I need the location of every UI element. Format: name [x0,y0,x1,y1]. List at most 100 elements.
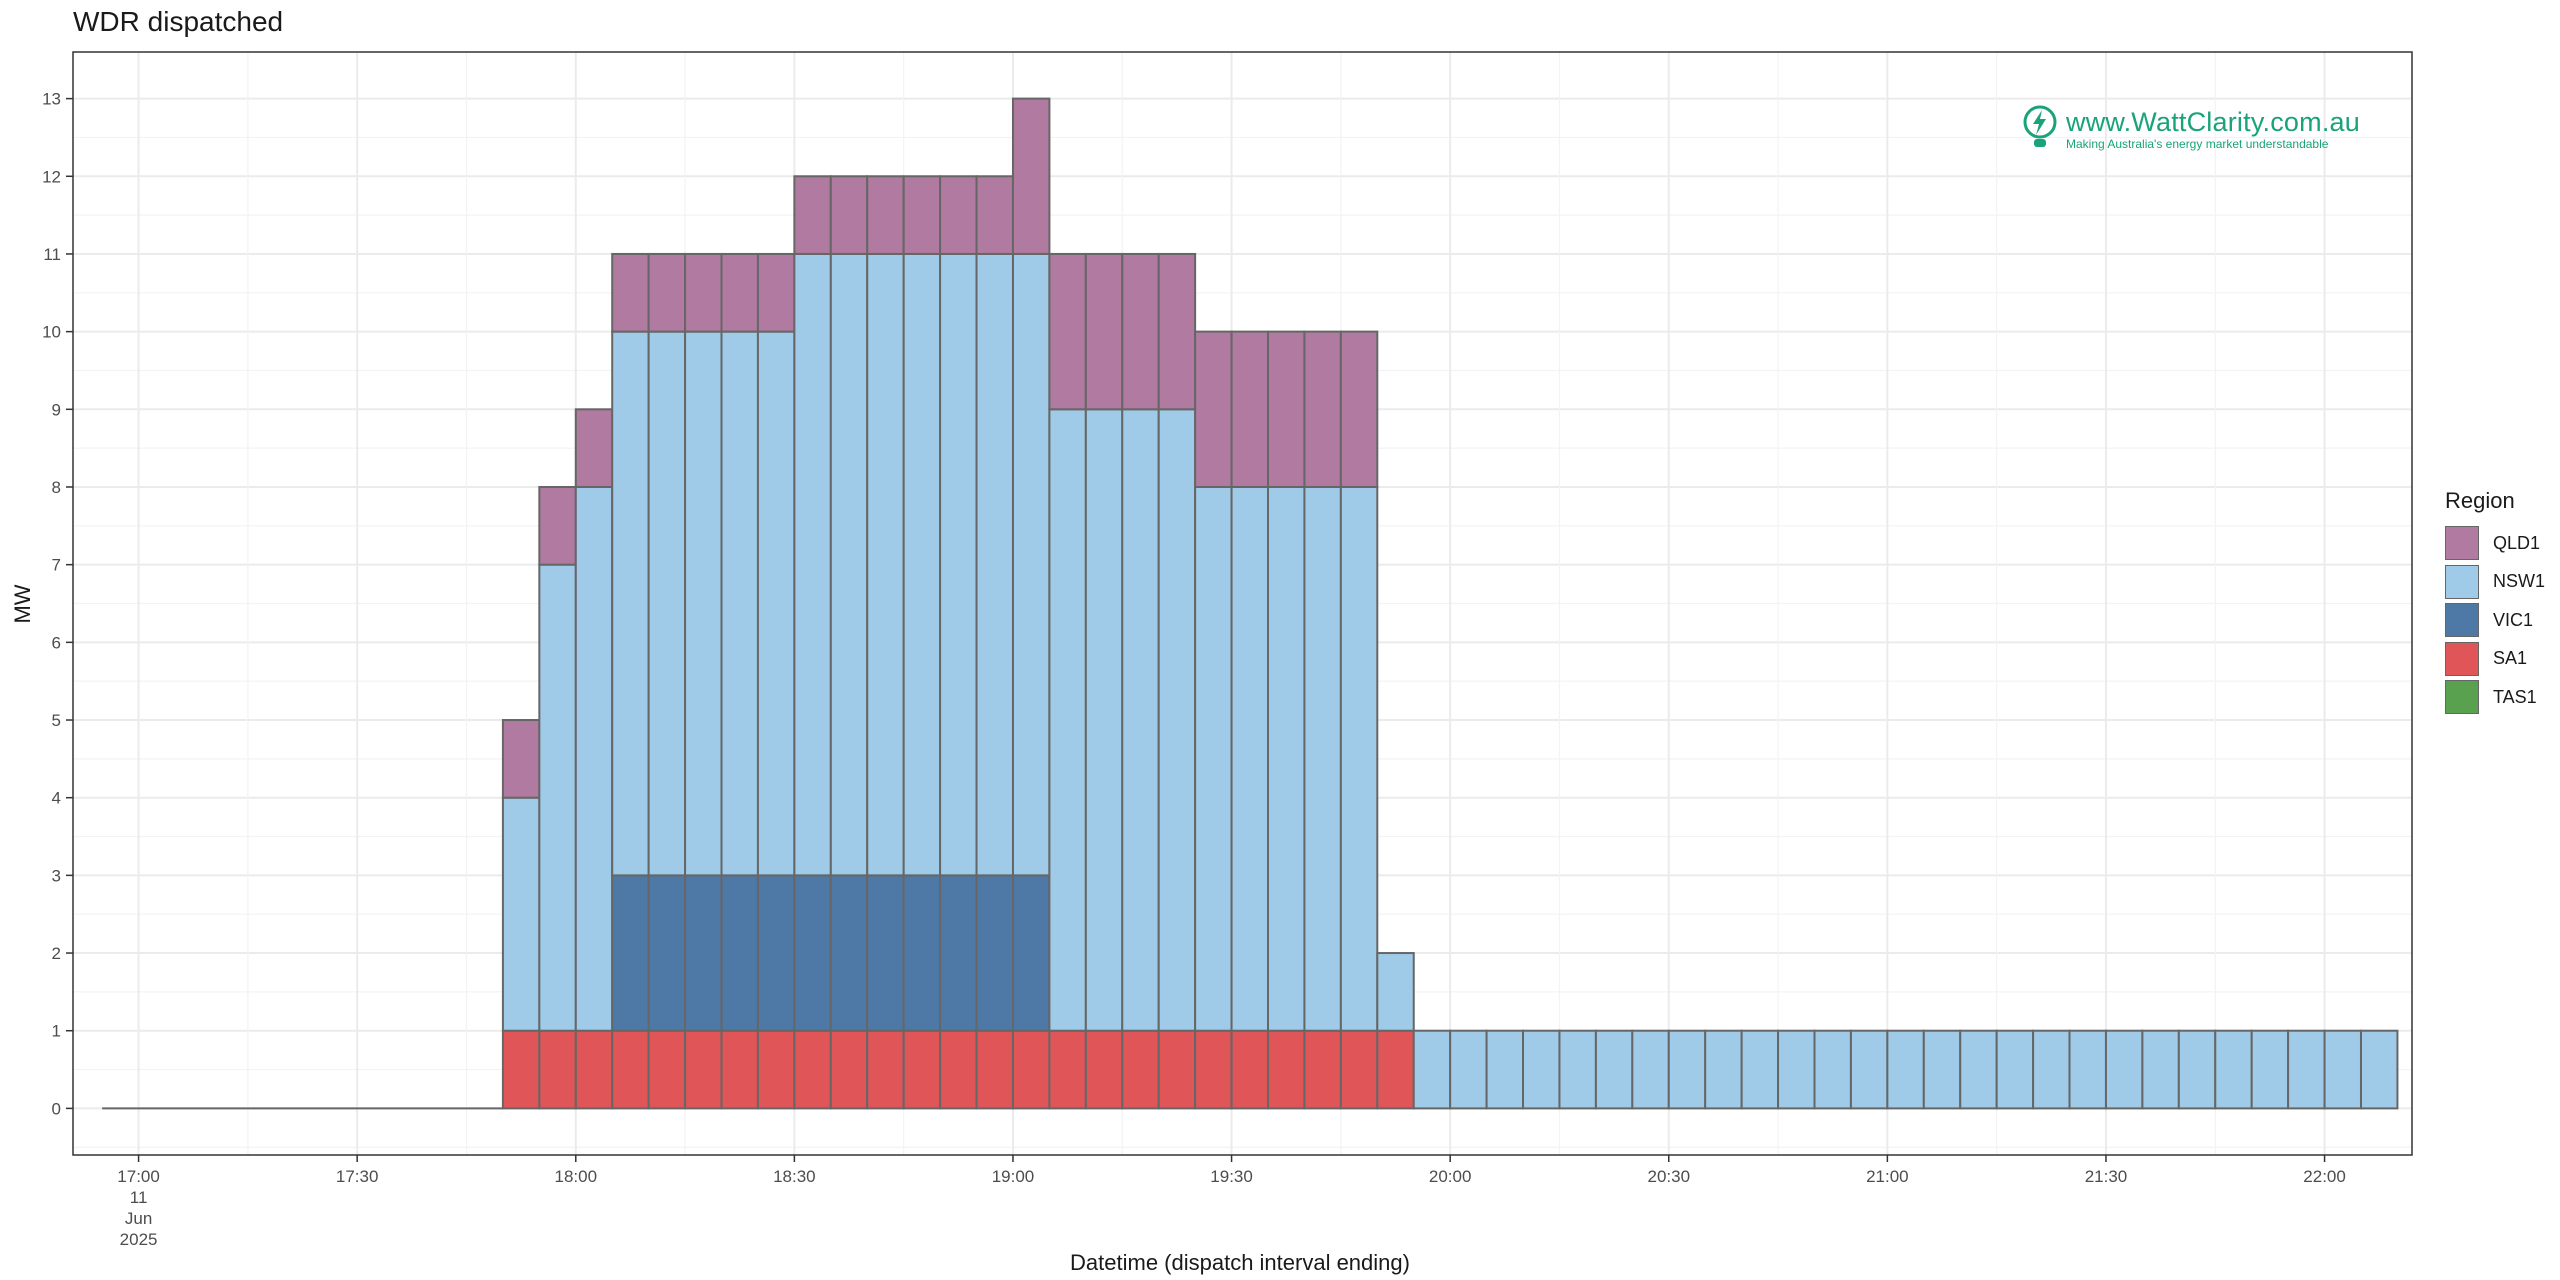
x-tick-date-label: Jun [125,1209,152,1228]
bar-segment-nsw1 [1084,408,1124,1032]
legend-item-vic1: VIC1 [2445,601,2545,640]
bar-segment-vic1 [829,874,869,1032]
bar-segment-nsw1 [2104,1029,2144,1110]
bar-segment-nsw1 [1339,485,1379,1032]
legend-label: SA1 [2493,648,2528,669]
y-tick-label: 10 [42,323,61,342]
bar-segment-nsw1 [1522,1029,1561,1110]
bar-segment-sa1 [1084,1029,1124,1110]
x-tick-label: 17:00 [117,1167,160,1186]
bar-segment-sa1 [574,1029,614,1110]
bar-segment-vic1 [684,874,723,1032]
bar-segment-nsw1 [2359,1029,2399,1110]
x-tick-label: 18:30 [773,1167,816,1186]
bar-segment-nsw1 [793,252,832,877]
bar-segment-qld1 [1084,252,1124,411]
bar-segment-vic1 [902,874,942,1032]
bar-segment-nsw1 [2323,1029,2362,1110]
bar-segment-vic1 [647,874,687,1032]
bar-segment-nsw1 [1886,1029,1925,1110]
bar-segment-qld1 [902,175,942,255]
x-tick-label: 21:30 [2085,1167,2128,1186]
y-tick-label: 11 [43,245,61,264]
bar-segment-sa1 [1339,1029,1379,1110]
bar-segment-qld1 [1267,330,1306,488]
y-tick-label: 1 [52,1022,61,1041]
chart-title: WDR dispatched [73,6,284,37]
x-tick-label: 20:30 [1647,1167,1690,1186]
bar-segment-sa1 [501,1029,541,1110]
bar-segment-vic1 [939,874,978,1032]
bar-segment-vic1 [756,874,796,1032]
bar-segment-qld1 [829,175,869,255]
y-tick-label: 13 [42,90,61,109]
bar-segment-qld1 [1339,330,1379,488]
bar-segment-nsw1 [975,252,1014,877]
bar-segment-nsw1 [1959,1029,1998,1110]
bar-segment-nsw1 [1813,1029,1852,1110]
bar-segment-nsw1 [2250,1029,2290,1110]
x-tick-date-label: 2025 [120,1230,158,1249]
y-tick-label: 4 [52,789,61,808]
bar-segment-sa1 [1230,1029,1270,1110]
bar-segment-nsw1 [2177,1029,2217,1110]
bar-segment-nsw1 [1048,408,1087,1032]
legend: Region QLD1 NSW1 VIC1 SA1 TAS1 [2445,488,2545,717]
bar-segment-nsw1 [501,796,541,1032]
bar-segment-sa1 [647,1029,687,1110]
legend-swatch [2445,564,2479,599]
bar-segment-nsw1 [1995,1029,2035,1110]
y-tick-label: 9 [52,400,61,419]
bar-segment-sa1 [611,1029,650,1110]
wattclarity-watermark: www.WattClarity.com.au Making Australia'… [2022,104,2360,154]
y-axis-title: MW [10,584,35,623]
bar-segment-nsw1 [1011,252,1051,877]
bar-segment-nsw1 [1704,1029,1743,1110]
y-tick-label: 8 [52,478,61,497]
bar-segment-vic1 [793,874,832,1032]
bar-segment-nsw1 [1267,485,1306,1032]
legend-item-nsw1: NSW1 [2445,563,2545,602]
legend-swatch [2445,641,2479,676]
y-tick-label: 2 [52,944,61,963]
bar-segment-qld1 [1157,252,1197,411]
bar-segment-nsw1 [2214,1029,2253,1110]
y-tick-label: 3 [52,866,61,885]
legend-item-tas1: TAS1 [2445,678,2545,717]
bar-segment-qld1 [1303,330,1342,488]
bar-segment-nsw1 [2141,1029,2180,1110]
bar-segment-vic1 [1011,874,1051,1032]
bar-segment-nsw1 [902,252,942,877]
bar-segment-vic1 [975,874,1014,1032]
bar-segment-sa1 [1011,1029,1051,1110]
legend-label: NSW1 [2493,571,2546,592]
bar-segment-nsw1 [2032,1029,2071,1110]
bar-segment-qld1 [574,408,614,488]
x-tick-label: 20:00 [1429,1167,1472,1186]
watermark-tagline: Making Australia's energy market underst… [2066,137,2329,151]
lightbulb-bolt-icon [2023,105,2057,147]
legend-label: TAS1 [2493,686,2537,707]
legend-item-sa1: SA1 [2445,640,2545,679]
x-tick-label: 18:00 [555,1167,598,1186]
bars [102,97,2399,1110]
bar-segment-sa1 [1303,1029,1342,1110]
bar-segment-nsw1 [1485,1029,1525,1110]
bar-segment-sa1 [829,1029,869,1110]
bar-segment-qld1 [720,252,759,333]
bar-segment-nsw1 [611,330,650,877]
legend-swatch [2445,680,2479,715]
bar-segment-nsw1 [1667,1029,1707,1110]
bar-segment-nsw1 [684,330,723,877]
legend-label: QLD1 [2493,532,2541,553]
x-axis-title: Datetime (dispatch interval ending) [1070,1250,1410,1275]
legend-item-qld1: QLD1 [2445,524,2545,563]
bar-segment-qld1 [1048,252,1087,411]
y-tick-label: 5 [52,711,61,730]
legend-swatch [2445,526,2479,561]
x-tick-label: 21:00 [1866,1167,1909,1186]
legend-swatch [2445,603,2479,638]
bar-segment-sa1 [902,1029,942,1110]
bar-segment-nsw1 [538,563,577,1032]
